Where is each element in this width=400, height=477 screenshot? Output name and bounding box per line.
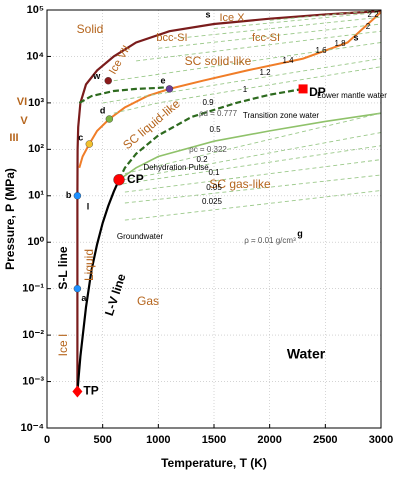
annotation: SC solid-like [185, 54, 252, 68]
curve [122, 145, 382, 185]
annotation: Ice X [219, 12, 245, 24]
annotation: 0.5 [209, 125, 221, 134]
y-tick-label: 10¹ [28, 190, 44, 202]
annotation: Lower mantle water [317, 91, 387, 100]
annotation: 0.025 [202, 197, 223, 206]
annotation: L-V line [102, 272, 129, 318]
annotation: S-L line [56, 246, 70, 289]
x-tick-label: 3000 [369, 434, 393, 446]
point [113, 174, 125, 186]
annotation: V [20, 115, 28, 127]
y-axis-title: Pressure, P (MPa) [3, 168, 17, 270]
annotation: ρc = 0.322 [189, 145, 227, 154]
annotation: III [9, 132, 18, 144]
annotation: Transition zone water [243, 111, 320, 120]
annotation: 2.2 [367, 10, 379, 19]
point [298, 84, 308, 94]
curve [118, 112, 382, 181]
plot-frame [46, 9, 382, 429]
point-label: d [100, 105, 106, 115]
point [73, 284, 82, 293]
annotation: Water [287, 346, 326, 362]
annotation: Dehydration Pulse [143, 163, 209, 172]
x-tick-label: 0 [44, 434, 50, 446]
point [105, 115, 114, 123]
y-tick-label: 10⁻³ [22, 375, 44, 387]
annotation: 0.1 [208, 168, 220, 177]
curve [113, 42, 382, 82]
curve [180, 16, 382, 39]
y-tick-label: 10⁻² [22, 329, 44, 341]
annotation: Gas [137, 294, 159, 308]
annotation: 1.6 [315, 46, 327, 55]
annotation: 1.8 [334, 39, 346, 48]
y-tick-label: 10⁰ [27, 236, 44, 248]
point-label: c [78, 132, 83, 142]
annotation: Groundwater [117, 232, 164, 241]
point-label: a [81, 293, 87, 303]
annotation: 0.05 [206, 183, 222, 192]
curve [124, 190, 382, 221]
curve [76, 179, 121, 392]
x-tick-label: 1000 [146, 434, 170, 446]
curve [269, 9, 382, 21]
point [72, 385, 83, 398]
annotation: Ice I [56, 334, 70, 357]
annotation: ρ = 0.01 g/cm³ [244, 236, 296, 245]
annotation: s [205, 9, 210, 19]
point-label: w [92, 71, 101, 81]
curve [124, 112, 382, 175]
annotation: Liquid [82, 249, 96, 281]
annotation: VI [17, 96, 27, 108]
y-tick-label: 10² [28, 143, 44, 155]
y-tick-label: 10³ [28, 97, 44, 109]
curve [76, 9, 382, 392]
point-label: b [66, 190, 72, 200]
curve [124, 159, 382, 193]
annotation: s [353, 32, 358, 42]
x-tick-label: 2000 [257, 434, 281, 446]
annotation: bcc-SI [156, 32, 187, 44]
y-tick-label: 10⁴ [26, 50, 44, 62]
annotation: 1.2 [259, 68, 271, 77]
y-tick-label: 10⁵ [27, 4, 44, 16]
curve [136, 30, 382, 62]
curve [78, 85, 170, 104]
annotation: g [297, 228, 303, 238]
annotation: 1.4 [282, 56, 294, 65]
x-tick-label: 500 [93, 434, 111, 446]
annotation: 0.2 [196, 155, 208, 164]
annotation: ρd = 0.777 [199, 109, 238, 118]
curve [124, 174, 382, 204]
curve [102, 58, 382, 104]
point [165, 85, 174, 93]
curve [122, 132, 382, 181]
annotation: SC gas-like [209, 177, 271, 191]
y-tick-label: 10⁻¹ [22, 283, 44, 295]
annotation: Solid [77, 22, 104, 36]
annotation: fcc-SI [252, 32, 280, 44]
x-tick-label: 1500 [202, 434, 226, 446]
point [85, 140, 94, 148]
point [104, 77, 112, 85]
x-tick-label: 2500 [313, 434, 337, 446]
curve [118, 87, 304, 181]
point-label: TP [83, 384, 98, 398]
annotation: 0.9 [202, 98, 214, 107]
point-label: CP [127, 172, 144, 186]
annotation: 1 [243, 85, 248, 94]
point-label: DP [309, 85, 326, 99]
point-label: e [160, 75, 165, 85]
annotation: l [87, 201, 90, 211]
annotation: 2 [366, 22, 371, 31]
curve [113, 66, 382, 114]
x-axis-title: Temperature, T (K) [161, 456, 267, 470]
point [73, 192, 82, 200]
curve [158, 23, 382, 49]
y-tick-label: 10⁻⁴ [21, 422, 44, 434]
